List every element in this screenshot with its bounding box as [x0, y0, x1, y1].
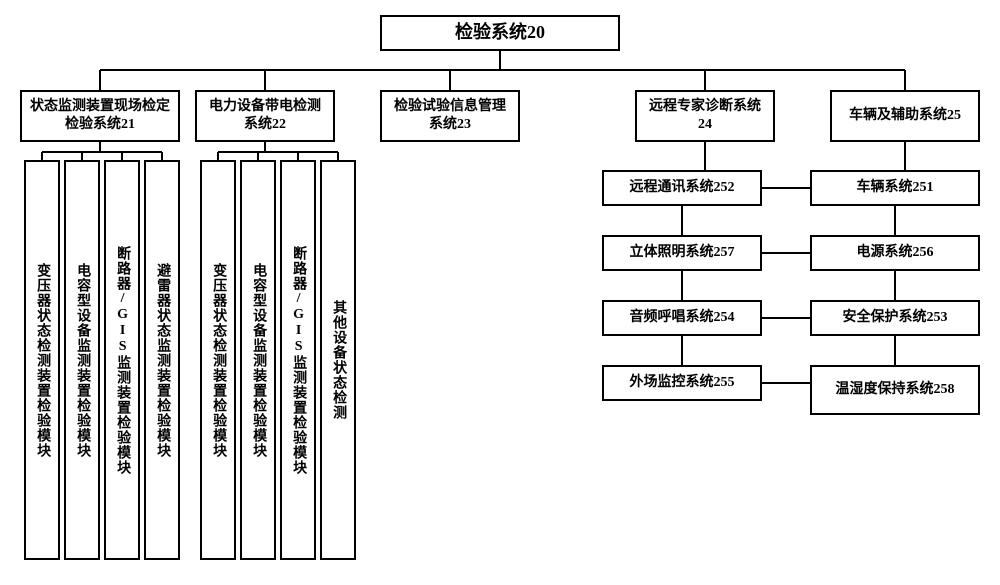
node-255: 外场监控系统255: [602, 365, 762, 401]
node-254: 音频呼唱系统254: [602, 300, 762, 336]
node-252: 远程通讯系统252: [602, 170, 762, 206]
node-22-m1: 变压器状态检测装置检验模块: [200, 160, 236, 560]
node-253: 安全保护系统253: [810, 300, 980, 336]
node-22-m3: 断路器/GIS监测装置检验模块: [280, 160, 316, 560]
node-256: 电源系统256: [810, 235, 980, 271]
node-25: 车辆及辅助系统25: [830, 90, 980, 142]
node-257: 立体照明系统257: [602, 235, 762, 271]
diagram-container: 检验系统20 状态监测装置现场检定检验系统21 电力设备带电检测系统22 检验试…: [10, 10, 990, 575]
node-21-m1: 变压器状态检测装置检验模块: [24, 160, 60, 560]
node-258: 温湿度保持系统258: [810, 365, 980, 415]
node-22-m4: 其他设备状态检测: [320, 160, 356, 560]
node-21-m3: 断路器/GIS监测装置检验模块: [104, 160, 140, 560]
node-21-m2: 电容型设备监测装置检验模块: [64, 160, 100, 560]
node-22: 电力设备带电检测系统22: [195, 90, 335, 142]
node-24: 远程专家诊断系统24: [635, 90, 775, 142]
node-21: 状态监测装置现场检定检验系统21: [20, 90, 180, 142]
node-21-m4: 避雷器状态监测装置检验模块: [144, 160, 180, 560]
node-22-m2: 电容型设备监测装置检验模块: [240, 160, 276, 560]
node-23: 检验试验信息管理系统23: [380, 90, 520, 142]
root-node: 检验系统20: [380, 15, 620, 51]
node-251: 车辆系统251: [810, 170, 980, 206]
